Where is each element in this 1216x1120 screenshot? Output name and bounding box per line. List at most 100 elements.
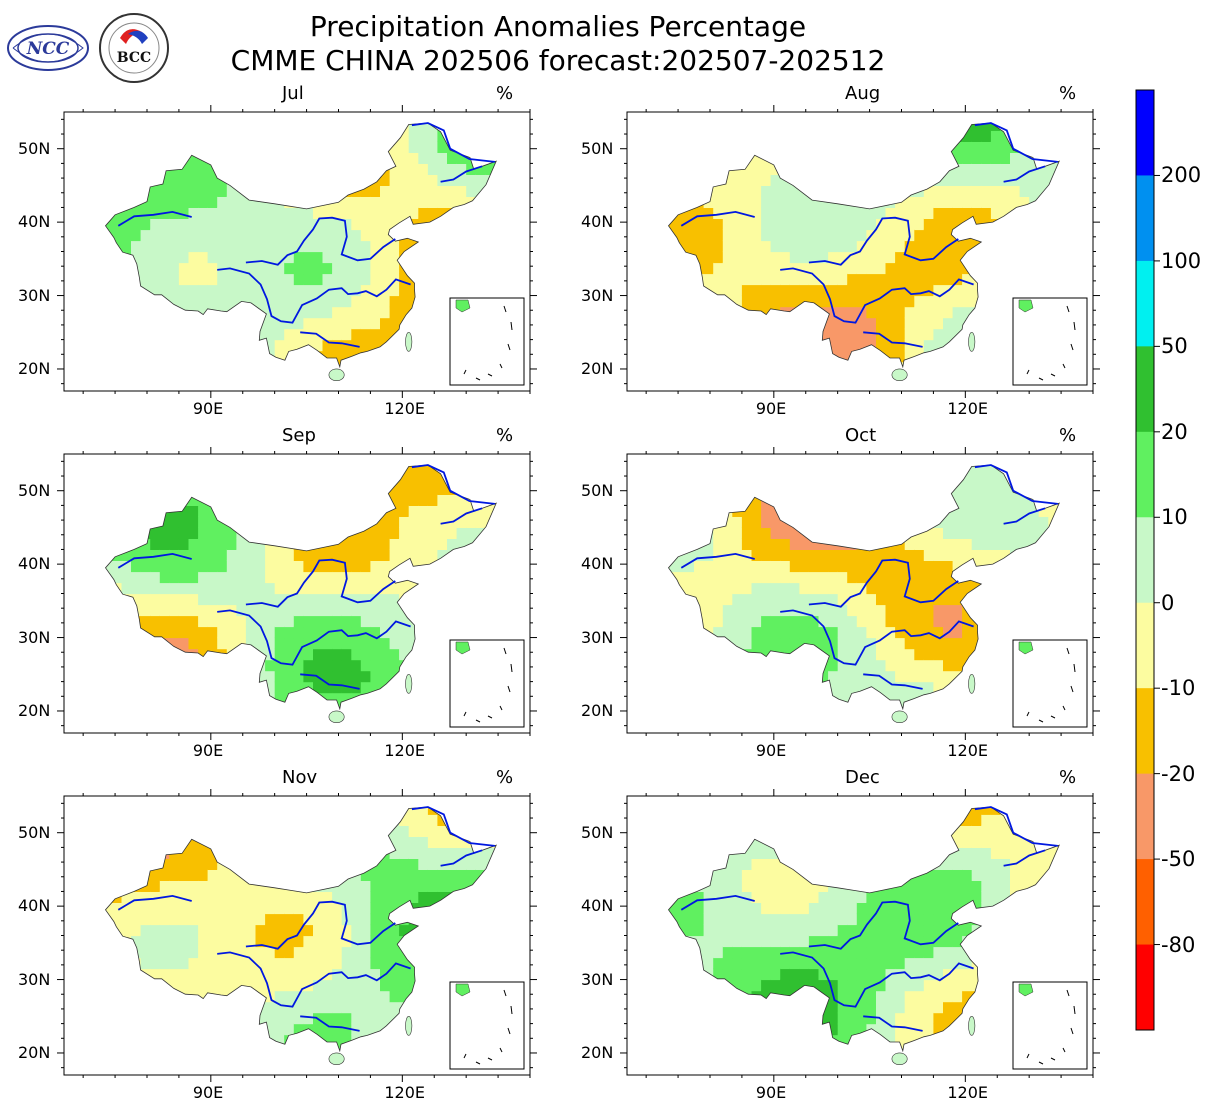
lat-tick-label: 20N [581,1042,614,1062]
lat-tick-label: 40N [581,212,614,232]
colorbar-label: -80 [1161,932,1196,957]
river-line [245,558,396,608]
panel-unit-label: % [1059,425,1077,446]
lat-tick-label: 50N [581,138,614,158]
river-line [863,1015,923,1032]
china-border [104,464,497,711]
colorbar-label: 20 [1161,419,1188,444]
river-line [300,673,360,690]
river-line [863,673,923,690]
colorbar-segment [1136,602,1154,689]
river-line [300,331,360,348]
lat-tick-label: 30N [581,627,614,647]
china-border [104,806,497,1053]
lat-tick-label: 20N [18,1042,51,1062]
lon-tick-label: 90E [755,1083,787,1102]
lat-tick-label: 40N [581,896,614,916]
river-line [440,849,483,867]
map-panel-aug [620,105,1100,398]
ncc-logo: NCC [7,25,89,71]
river-line [245,216,396,266]
lon-tick-label: 90E [755,399,787,418]
river-line [117,210,192,227]
panel-unit-label: % [1059,767,1077,788]
panel-unit-label: % [496,425,514,446]
china-border [104,122,497,369]
map-panel-nov [57,789,537,1082]
lat-tick-label: 30N [18,969,51,989]
river-line [680,894,755,911]
panel-title-aug: Aug [845,83,881,104]
lat-tick-label: 50N [18,480,51,500]
map-panel-dec [620,789,1100,1082]
lat-tick-label: 20N [581,700,614,720]
colorbar-segment [1136,517,1154,604]
south-china-sea-inset [449,297,525,386]
river-line [974,806,1059,847]
lat-tick-label: 30N [581,969,614,989]
lon-tick-label: 120E [384,741,425,760]
bcc-logo-text: BCC [117,50,151,66]
colorbar-segment [1136,90,1154,176]
figure-title: Precipitation Anomalies Percentage [309,10,807,43]
river-line [411,806,496,847]
panel-title-jul: Jul [282,83,304,104]
colorbar-label: 100 [1161,248,1202,273]
lon-tick-label: 90E [192,1083,224,1102]
colorbar-segment [1136,859,1154,946]
lon-tick-label: 120E [384,399,425,418]
river-line [300,1015,360,1032]
map-panel-oct [620,447,1100,740]
south-china-sea-inset [1012,981,1088,1070]
river-line [808,558,959,608]
bcc-logo: BCC [99,13,169,83]
lat-tick-label: 50N [18,138,51,158]
island [405,1015,413,1036]
colorbar-label: -50 [1161,847,1196,872]
colorbar-segment [1136,175,1154,262]
lon-tick-label: 90E [755,741,787,760]
panel-unit-label: % [496,83,514,104]
island [891,710,908,724]
river-line [808,900,959,950]
river-line [411,464,496,505]
river-line [1003,165,1046,183]
river-line [440,165,483,183]
island [405,331,413,352]
lat-tick-label: 20N [18,700,51,720]
map-panel-sep [57,447,537,740]
south-china-sea-inset [1012,297,1088,386]
island [328,1052,345,1066]
island [405,673,413,694]
lat-tick-label: 30N [18,285,51,305]
river-line [974,464,1059,505]
south-china-sea-inset [449,981,525,1070]
lat-tick-label: 50N [18,822,51,842]
lat-tick-label: 40N [18,212,51,232]
lon-tick-label: 90E [192,741,224,760]
colorbar-label: 50 [1161,334,1188,359]
river-line [1003,507,1046,525]
lat-tick-label: 30N [18,627,51,647]
colorbar-label: -20 [1161,761,1196,786]
south-china-sea-inset [1012,639,1088,728]
river-line [117,552,192,569]
river-line [680,552,755,569]
river-line [440,507,483,525]
island [968,1015,976,1036]
island [968,673,976,694]
river-line [245,900,396,950]
colorbar-label: 0 [1161,590,1175,615]
island [891,368,908,382]
colorbar-segment [1136,688,1154,775]
panel-title-nov: Nov [282,767,318,788]
colorbar-label: 200 [1161,163,1202,188]
river-line [217,609,411,666]
colorbar-segment [1136,431,1154,518]
china-border [667,806,1060,1053]
panel-unit-label: % [1059,83,1077,104]
colorbar-segment [1136,944,1154,1031]
ncc-logo-text: NCC [26,39,70,59]
lat-tick-label: 40N [18,896,51,916]
lon-tick-label: 120E [947,741,988,760]
